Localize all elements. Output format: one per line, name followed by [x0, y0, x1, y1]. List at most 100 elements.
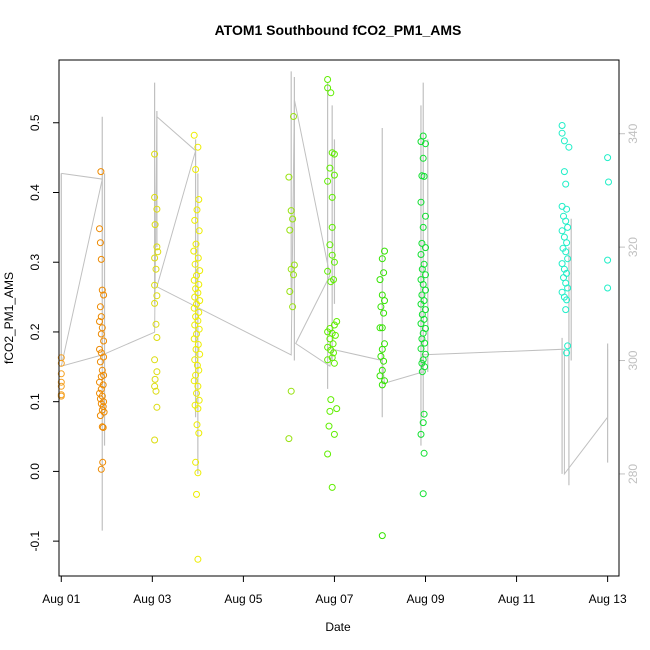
- data-point: [193, 389, 200, 397]
- data-point: [100, 291, 108, 299]
- data-point: [100, 408, 108, 416]
- data-point: [564, 255, 572, 263]
- data-point: [418, 311, 426, 318]
- data-point: [190, 131, 198, 139]
- data-point: [330, 321, 338, 329]
- data-point: [99, 424, 107, 431]
- data-point: [57, 359, 65, 367]
- data-point: [324, 450, 332, 458]
- data-point: [324, 76, 332, 83]
- data-point: [418, 239, 426, 247]
- data-point: [194, 382, 202, 390]
- data-point: [604, 256, 612, 264]
- data-point: [330, 258, 338, 266]
- data-point: [151, 254, 159, 262]
- data-point: [422, 244, 429, 252]
- y2-tick-label: 300: [626, 350, 640, 370]
- data-point: [562, 180, 570, 188]
- data-point: [562, 217, 570, 225]
- series-3: [190, 131, 204, 563]
- data-point: [418, 265, 426, 273]
- data-point: [57, 370, 65, 378]
- data-point: [97, 385, 105, 393]
- data-point: [153, 368, 161, 376]
- data-point: [420, 172, 428, 180]
- series-4: [285, 113, 298, 443]
- data-point: [327, 89, 335, 97]
- data-point: [558, 122, 566, 129]
- data-point: [191, 321, 199, 329]
- data-point: [100, 398, 108, 406]
- data-point: [560, 137, 568, 145]
- data-point: [287, 387, 295, 395]
- data-point: [153, 205, 161, 213]
- data-point: [326, 335, 334, 343]
- data-point: [330, 171, 338, 179]
- data-point: [417, 430, 425, 438]
- data-point: [324, 328, 332, 336]
- data-point: [192, 313, 200, 321]
- data-point: [421, 339, 429, 347]
- series-7: [417, 132, 429, 498]
- axes: Aug 01 Aug 03 Aug 05 Aug 07 Aug 09 Aug 11 Aug …: [28, 114, 640, 606]
- data-point: [377, 303, 385, 311]
- series-1: [96, 168, 108, 473]
- data-point: [195, 396, 203, 404]
- data-point: [96, 358, 104, 366]
- data-point: [558, 227, 566, 235]
- y-tick-label: 0.0: [28, 463, 42, 480]
- series-5: [324, 76, 341, 491]
- data-point: [327, 396, 335, 404]
- y2-tick-label: 320: [626, 237, 640, 257]
- data-point: [330, 150, 338, 158]
- data-point: [422, 306, 429, 314]
- data-point: [417, 198, 425, 206]
- data-point: [563, 349, 571, 357]
- data-point: [151, 299, 159, 307]
- data-point: [326, 407, 334, 415]
- data-point: [152, 320, 160, 328]
- data-point: [190, 304, 198, 312]
- data-point: [96, 225, 103, 233]
- data-point: [151, 193, 159, 201]
- data-point: [417, 138, 425, 146]
- y-tick-label: 0.5: [28, 114, 42, 131]
- data-point: [287, 207, 295, 215]
- data-point: [151, 436, 159, 444]
- data-point: [381, 247, 388, 255]
- data-point: [328, 223, 336, 231]
- y-axis-label: fCO2_PM1_AMS: [2, 272, 16, 364]
- data-point: [193, 300, 200, 308]
- data-point: [286, 288, 294, 295]
- data-point: [380, 269, 388, 277]
- y-tick-label: 0.4: [28, 184, 42, 201]
- y-tick-label: -0.1: [28, 530, 42, 551]
- data-point: [100, 337, 108, 345]
- data-point: [563, 205, 571, 213]
- data-point: [152, 387, 160, 395]
- data-point: [420, 260, 428, 268]
- data-point: [558, 129, 566, 137]
- series-2: [151, 150, 162, 444]
- data-point: [380, 357, 388, 365]
- data-point: [330, 430, 338, 438]
- data-point: [194, 405, 202, 413]
- data-point: [289, 303, 297, 311]
- data-point: [194, 469, 202, 477]
- data-point: [333, 405, 341, 413]
- data-point: [422, 271, 429, 279]
- data-point: [195, 196, 203, 203]
- series-8: [558, 122, 612, 357]
- y-tick-label: 0.1: [28, 393, 42, 410]
- data-point: [562, 306, 570, 314]
- data-point: [422, 212, 429, 220]
- data-point: [57, 378, 65, 386]
- data-point: [326, 241, 334, 249]
- data-point: [96, 239, 104, 247]
- x-tick-label: Aug 09: [406, 592, 444, 606]
- x-tick-label: Aug 05: [224, 592, 262, 606]
- data-point: [96, 318, 103, 325]
- secondary-trace-line: [60, 99, 609, 476]
- x-axis-label: Date: [325, 620, 351, 634]
